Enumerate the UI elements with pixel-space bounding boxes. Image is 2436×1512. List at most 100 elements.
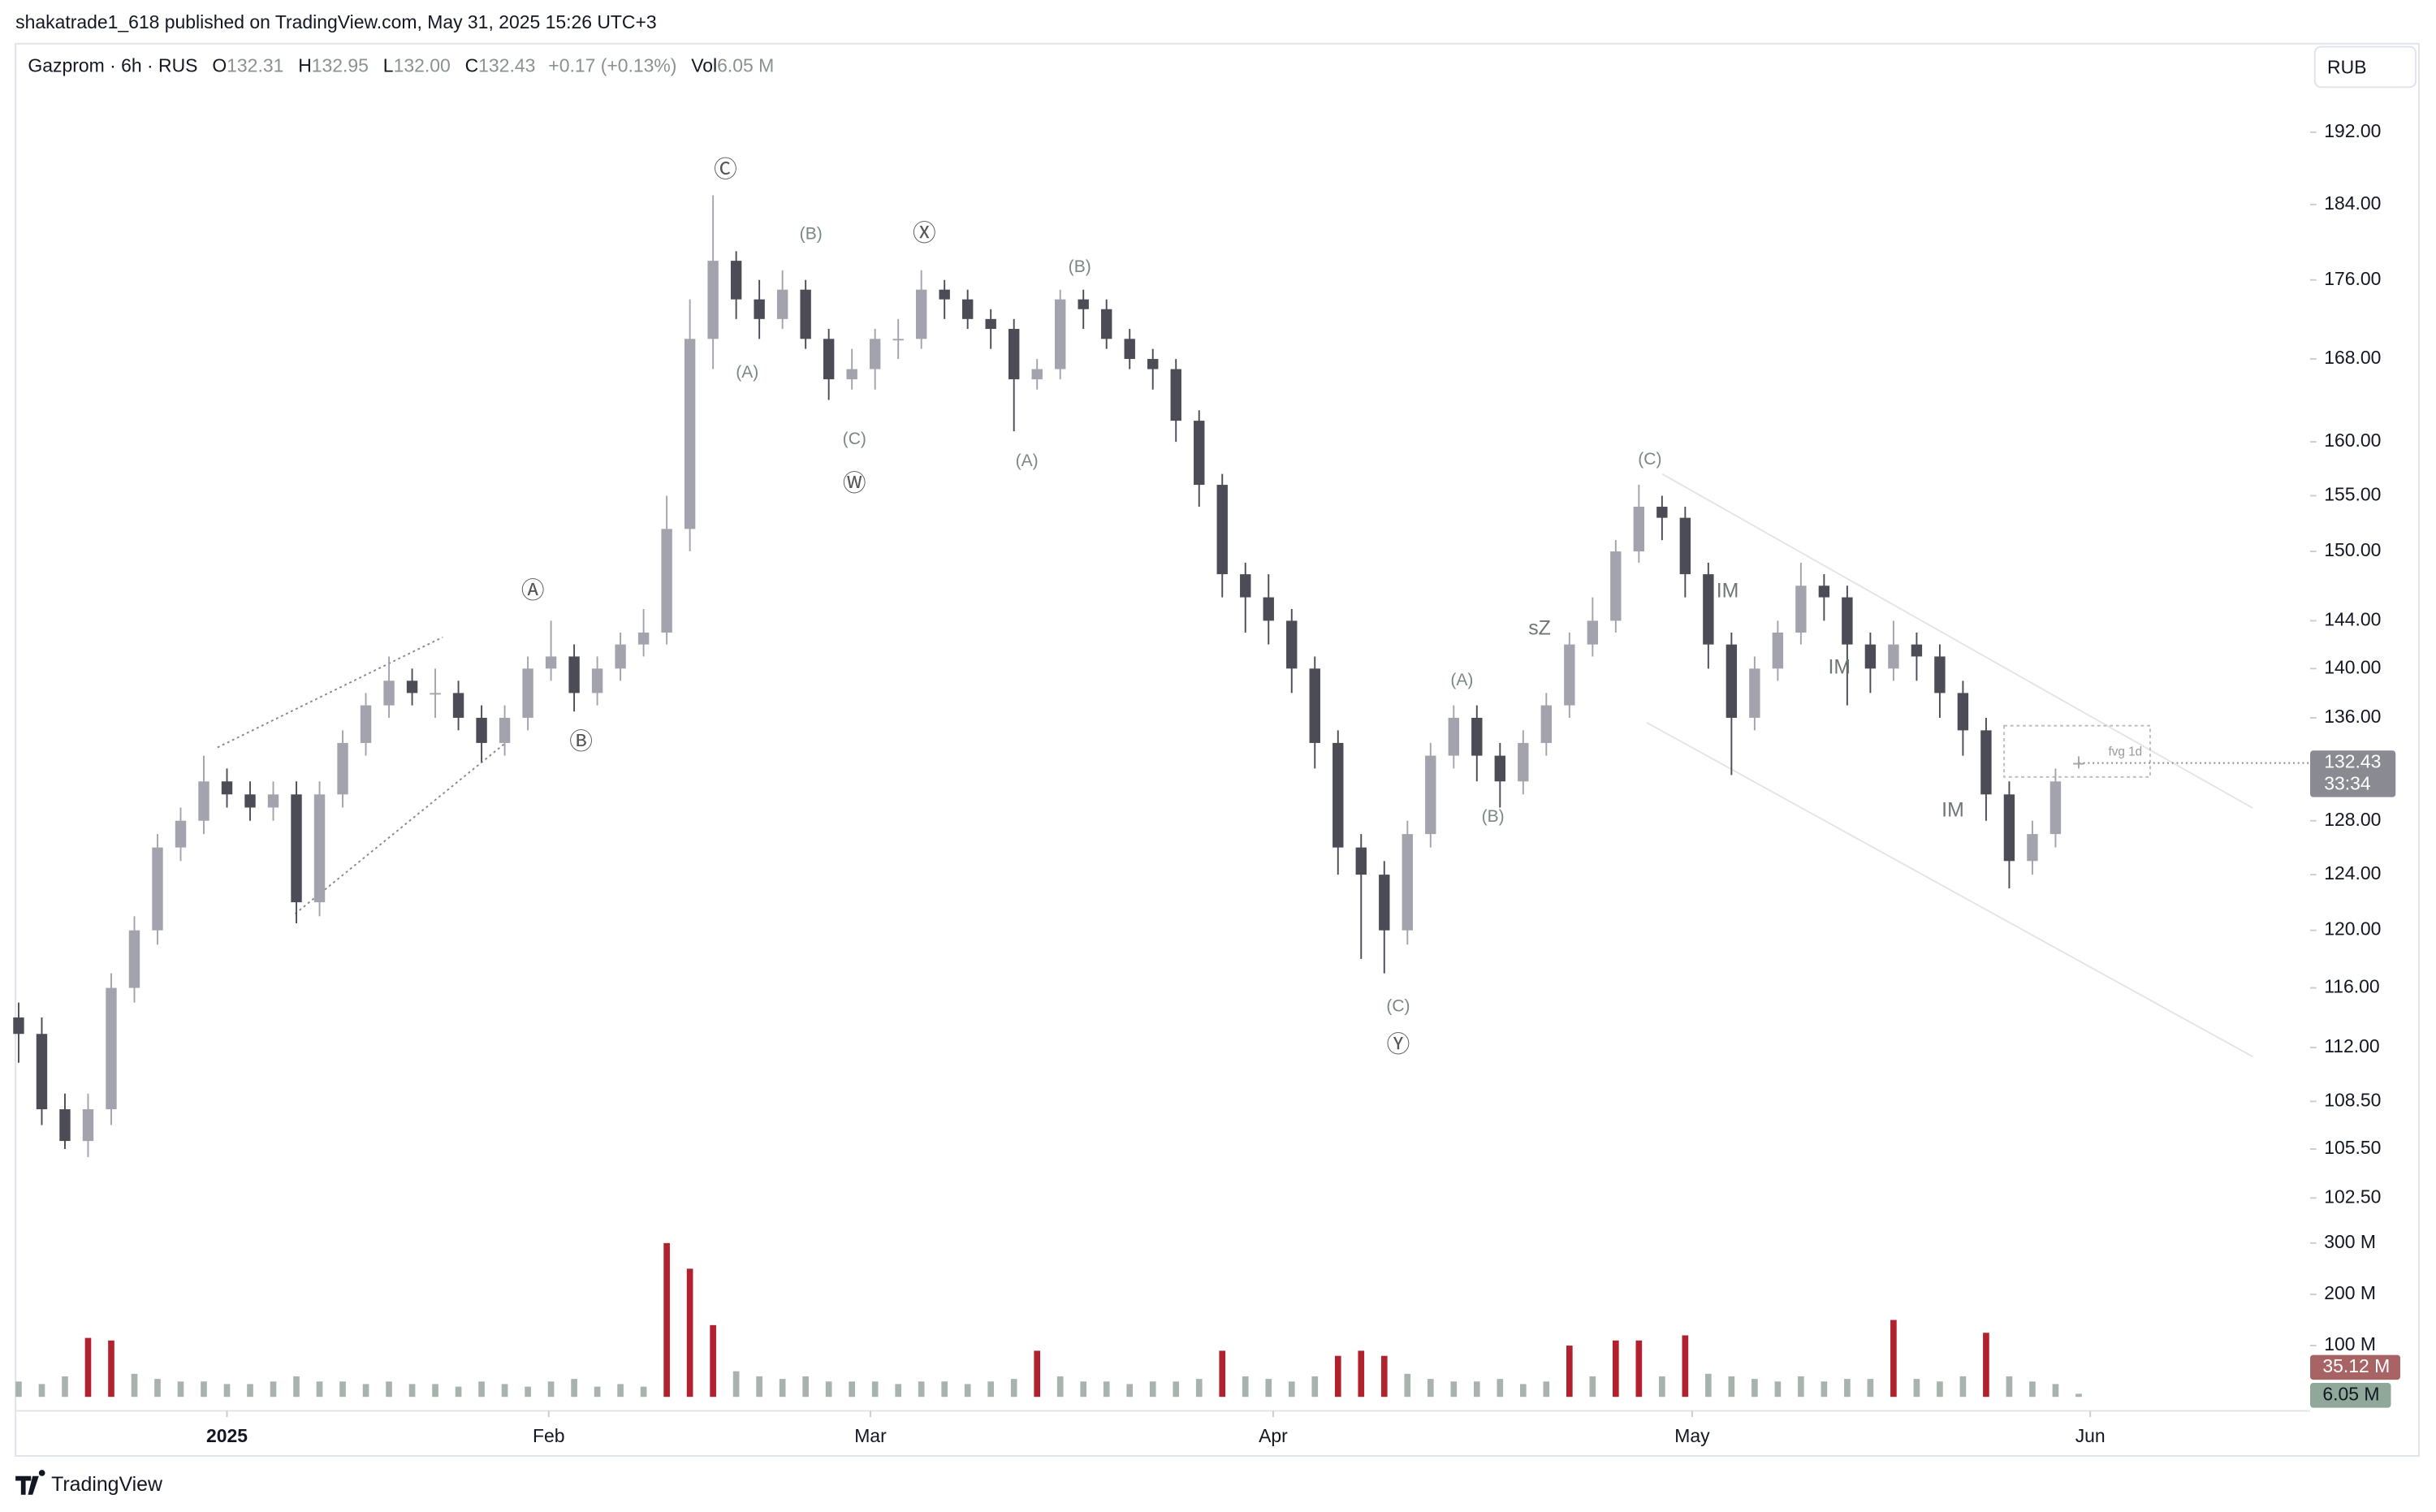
legend-key: C: [465, 55, 479, 76]
volume-bar: [408, 1384, 416, 1398]
candle-body: [892, 339, 904, 341]
volume-bar: [1613, 1340, 1619, 1398]
x-tick-label: Apr: [1259, 1425, 1288, 1446]
volume-bar: [571, 1379, 577, 1398]
x-tick-label: Jun: [2075, 1425, 2106, 1446]
candle-body: [1425, 755, 1436, 835]
candle-body: [1679, 517, 1691, 575]
candle-body: [1448, 717, 1459, 756]
candle-body: [1494, 755, 1506, 782]
volume-bar: [1543, 1381, 1550, 1398]
wave-label: (B): [1069, 257, 1091, 276]
candle-body: [128, 930, 140, 988]
volume-bar: [710, 1324, 716, 1398]
wave-label: fvg 1d: [2109, 745, 2143, 758]
candle-body: [82, 1109, 94, 1142]
wave-label: (C): [1638, 450, 1661, 469]
footer-brand: TradingView: [51, 1473, 163, 1496]
published-line: shakatrade1_618 published on TradingView…: [15, 11, 657, 32]
candle-body: [1518, 742, 1529, 782]
candle-body: [869, 339, 881, 369]
y-tick-label: 112.00: [2324, 1035, 2379, 1056]
y-tick-label: 160.00: [2324, 430, 2381, 451]
volume-bar: [1798, 1376, 1804, 1398]
wave-label: sZ: [1528, 617, 1551, 640]
candle-body: [846, 369, 857, 380]
candle-body: [36, 1034, 48, 1110]
candle-body: [823, 339, 835, 380]
candle-body: [1818, 585, 1830, 598]
candle-body: [2027, 834, 2038, 862]
candle-body: [545, 656, 557, 669]
x-tick-label: 2025: [206, 1425, 248, 1446]
y-tick-label: 108.50: [2324, 1089, 2381, 1110]
volume-bar: [1705, 1373, 1712, 1398]
candle-body: [152, 847, 163, 931]
volume-bar: [663, 1242, 670, 1398]
volume-bar: [201, 1381, 207, 1398]
y-tick-label: 140.00: [2324, 656, 2381, 677]
y-tick-label: 144.00: [2324, 608, 2381, 629]
volume-bar: [1427, 1379, 1434, 1398]
candle-body: [1540, 705, 1553, 743]
volume-bar: [38, 1384, 45, 1398]
candle-body: [430, 693, 441, 695]
volume-bar: [779, 1379, 786, 1398]
candle-body: [1864, 644, 1877, 669]
volume-bar: [316, 1381, 323, 1398]
volume-bar: [432, 1384, 438, 1398]
volume-bar: [1358, 1350, 1365, 1398]
legend-key: Vol: [691, 55, 717, 76]
volume-bar: [1821, 1381, 1828, 1398]
volume-bar: [1751, 1379, 1758, 1398]
candle-body: [1124, 339, 1135, 360]
currency[interactable]: RUB: [2327, 56, 2366, 77]
volume-bar: [1519, 1384, 1527, 1398]
price-tag-value: 132.43: [2324, 751, 2381, 772]
candle-body: [476, 717, 487, 743]
candle-body: [1726, 644, 1738, 718]
volume-bar: [501, 1384, 508, 1398]
candle-body: [313, 794, 326, 903]
wave-label: (A): [1450, 671, 1473, 689]
volume-bar: [686, 1268, 693, 1398]
candle-body: [1633, 507, 1645, 552]
volume-bar: [1219, 1350, 1226, 1398]
candle-body: [1286, 620, 1298, 669]
candle-body: [1888, 644, 1899, 669]
y-tick-label: 150.00: [2324, 539, 2381, 560]
candle-body: [568, 656, 580, 693]
volume-bar: [1473, 1381, 1480, 1398]
legend: Gazprom · 6h · RUS O132.31 H132.95 L132.…: [28, 55, 774, 76]
candle-body: [1703, 574, 1714, 645]
currency-box[interactable]: [2313, 45, 2417, 89]
x-tick-label: May: [1674, 1425, 1710, 1446]
volume-bar: [1126, 1384, 1134, 1398]
candle-body: [1240, 574, 1251, 598]
candle-body: [1008, 329, 1020, 380]
candle-body: [1194, 421, 1205, 486]
candle-body: [499, 717, 511, 743]
volume-bar: [1774, 1381, 1782, 1398]
candle-body: [591, 668, 603, 693]
candle-body: [684, 339, 696, 529]
volume-bar: [1311, 1376, 1319, 1398]
y-tick-label: 176.00: [2324, 268, 2381, 289]
volume-bar: [1566, 1346, 1573, 1398]
volume-bar: [2006, 1376, 2013, 1398]
volume-bar: [756, 1376, 762, 1398]
volume-bar: [131, 1373, 138, 1398]
candle-body: [267, 794, 279, 808]
volume-bar: [270, 1381, 277, 1398]
volume-bar: [849, 1381, 855, 1398]
candle-body: [221, 781, 233, 795]
candle-body: [1055, 299, 1066, 369]
candle-body: [2049, 781, 2062, 835]
volume-bar: [1173, 1381, 1180, 1398]
candle-body: [383, 680, 395, 706]
volume-bar: [177, 1381, 184, 1398]
volume-bar: [1404, 1373, 1411, 1398]
volume-bar: [339, 1381, 346, 1398]
candle-body: [1263, 597, 1274, 621]
